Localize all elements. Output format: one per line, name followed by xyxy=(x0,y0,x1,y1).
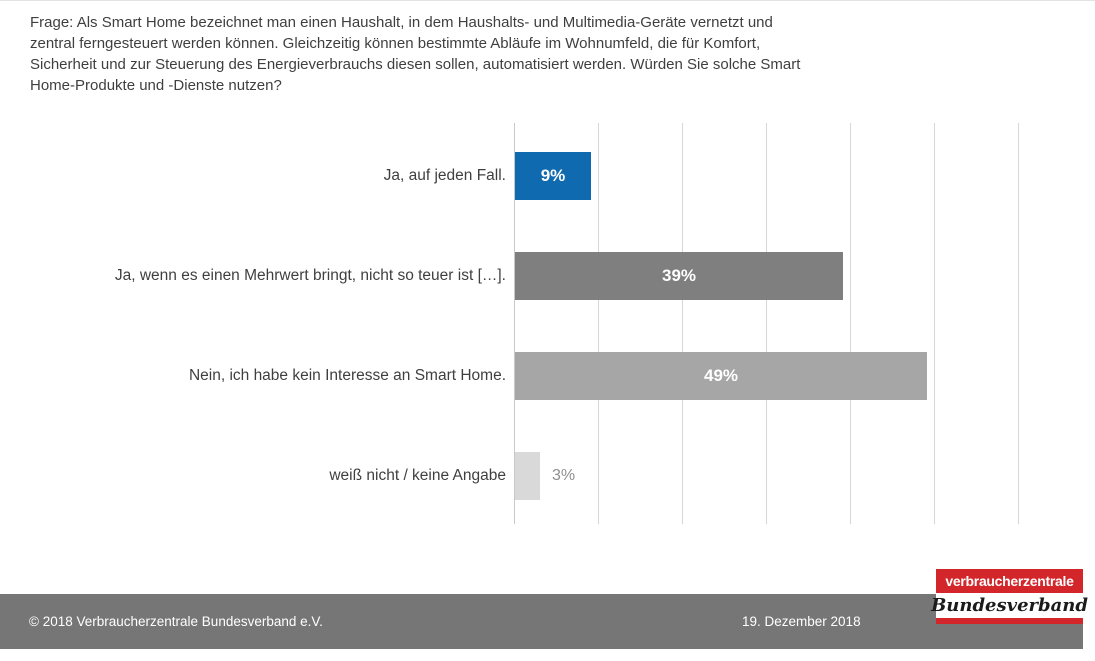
gridline xyxy=(766,123,767,524)
survey-question-text: Frage: Als Smart Home bezeichnet man ein… xyxy=(30,14,801,94)
y-axis-line xyxy=(514,123,515,524)
gridline xyxy=(682,123,683,524)
gridline xyxy=(598,123,599,524)
logo-wordmark-script: Bundesverband xyxy=(931,593,1088,618)
logo-red-strip xyxy=(936,618,1083,624)
bar-value-label: 49% xyxy=(703,366,739,385)
bar xyxy=(515,452,540,500)
category-label: weiß nicht / keine Angabe xyxy=(329,467,506,484)
bar-value-label: 9% xyxy=(540,166,566,185)
bar: 9% xyxy=(515,152,591,200)
category-label: Ja, auf jeden Fall. xyxy=(383,167,506,184)
gridline xyxy=(850,123,851,524)
logo-wordmark-top: verbraucherzentrale xyxy=(936,569,1083,593)
gridline xyxy=(934,123,935,524)
footer-bar: © 2018 Verbraucherzentrale Bundesverband… xyxy=(0,594,1083,649)
bar: 49% xyxy=(515,352,927,400)
verbraucherzentrale-logo: verbraucherzentrale Bundesverband xyxy=(931,569,1088,624)
copyright-text: © 2018 Verbraucherzentrale Bundesverband… xyxy=(29,614,323,629)
bar-value-label: 3% xyxy=(552,467,576,484)
publication-date: 19. Dezember 2018 xyxy=(742,614,861,629)
category-label: Nein, ich habe kein Interesse an Smart H… xyxy=(188,367,506,384)
bar-value-label: 39% xyxy=(661,266,697,285)
category-label: Ja, wenn es einen Mehrwert bringt, nicht… xyxy=(114,267,506,284)
bar: 39% xyxy=(515,252,843,300)
gridline xyxy=(1018,123,1019,524)
